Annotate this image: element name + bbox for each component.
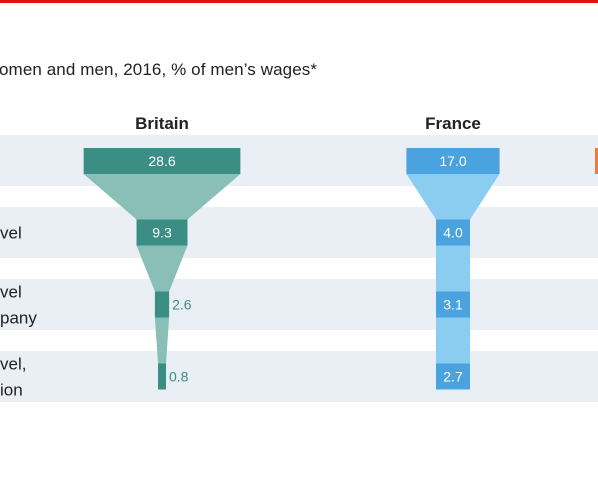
row-label: vel, [0, 355, 26, 374]
value-label: 0.8 [169, 369, 189, 385]
funnel-segment [83, 174, 241, 220]
row-label: vel [0, 224, 22, 243]
row-band [0, 279, 598, 330]
funnel-bar [83, 148, 241, 174]
third-column-bar-edge [595, 148, 598, 174]
funnel-bar [436, 363, 470, 390]
value-label: 28.6 [148, 153, 175, 169]
column-header: Britain [135, 114, 189, 133]
funnel-segment [406, 174, 500, 220]
row-band [0, 207, 598, 258]
funnel-bar [158, 363, 166, 390]
value-label: 2.7 [443, 369, 463, 385]
row-band [0, 351, 598, 402]
funnel-bar [154, 291, 170, 318]
row-label: vel [0, 283, 22, 302]
funnel-segment [154, 317, 170, 364]
value-label: 3.1 [443, 297, 463, 313]
value-label: 2.6 [172, 297, 192, 313]
value-label: 9.3 [152, 225, 172, 241]
top-accent-rule [0, 0, 598, 3]
funnel-bar [436, 219, 470, 246]
row-label: ion [0, 381, 23, 400]
column-header: France [425, 114, 481, 133]
funnel-bar [136, 219, 188, 246]
funnel-bar [406, 148, 500, 174]
funnel-segment [136, 245, 188, 292]
chart-subtitle: omen and men, 2016, % of men’s wages* [0, 60, 318, 79]
funnel-segment [436, 317, 470, 364]
row-label: pany [0, 309, 37, 328]
value-label: 17.0 [439, 153, 466, 169]
funnel-segment [436, 245, 470, 292]
funnel-bar [436, 291, 470, 318]
value-label: 4.0 [443, 225, 463, 241]
